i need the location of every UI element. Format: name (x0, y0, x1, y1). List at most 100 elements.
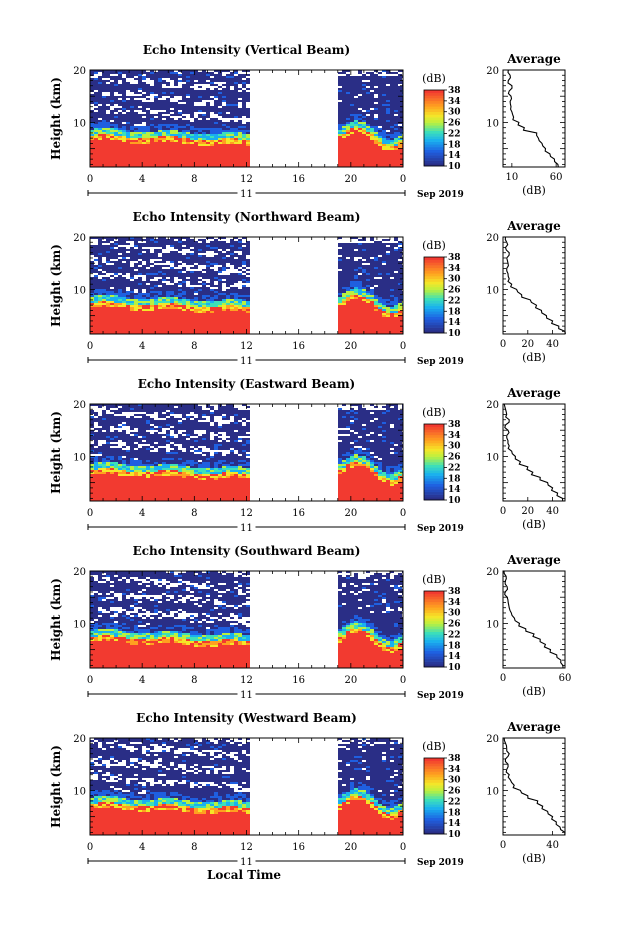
heatmap-cell (218, 162, 222, 164)
heatmap-cell (378, 309, 382, 311)
heatmap-cell (350, 114, 354, 116)
heatmap-cell (342, 321, 346, 323)
heatmap-cell (234, 70, 238, 72)
heatmap-cell (158, 291, 162, 293)
heatmap-cell (190, 88, 194, 90)
heatmap-cell (202, 239, 206, 241)
heatmap-cell (178, 128, 182, 130)
heatmap-cell (118, 293, 122, 295)
heatmap-cell (150, 122, 154, 124)
heatmap-cell (238, 249, 242, 251)
heatmap-cell (378, 154, 382, 156)
heatmap-cell (146, 323, 150, 325)
heatmap-cell (210, 120, 214, 122)
heatmap-cell (198, 261, 202, 263)
heatmap-cell (174, 241, 178, 243)
heatmap-cell (170, 253, 174, 255)
heatmap-cell (90, 110, 94, 112)
heatmap-cell (246, 146, 250, 148)
heatmap-cell (214, 160, 218, 162)
heatmap-cell (126, 265, 130, 267)
heatmap-cell (138, 72, 142, 74)
heatmap-cell (358, 317, 362, 319)
heatmap-cell (118, 70, 122, 72)
heatmap-cell (238, 273, 242, 275)
heatmap-cell (110, 309, 114, 311)
heatmap-cell (218, 94, 222, 96)
heatmap-cell (174, 329, 178, 331)
heatmap-cell (206, 273, 210, 275)
heatmap-cell (94, 295, 98, 297)
heatmap-cell (110, 275, 114, 277)
heatmap-cell (358, 98, 362, 100)
heatmap-cell (370, 291, 374, 293)
heatmap-cell (166, 110, 170, 112)
heatmap-cell (186, 307, 190, 309)
heatmap-cell (130, 152, 134, 154)
heatmap-cell (126, 134, 130, 136)
heatmap-cell (90, 329, 94, 331)
heatmap-cell (366, 100, 370, 102)
heatmap-cell (190, 253, 194, 255)
heatmap-cell (142, 146, 146, 148)
heatmap-cell (210, 327, 214, 329)
heatmap-cell (178, 257, 182, 259)
heatmap-cell (238, 247, 242, 249)
heatmap-cell (210, 303, 214, 305)
heatmap-cell (154, 142, 158, 144)
heatmap-cell (114, 251, 118, 253)
heatmap-cell (98, 305, 102, 307)
heatmap-cell (210, 80, 214, 82)
heatmap-cell (358, 313, 362, 315)
heatmap-cell (398, 102, 402, 104)
heatmap-cell (166, 255, 170, 257)
heatmap-cell (394, 100, 398, 102)
heatmap-cell (218, 307, 222, 309)
heatmap-cell (206, 138, 210, 140)
heatmap-cell (138, 249, 142, 251)
heatmap-cell (182, 241, 186, 243)
heatmap-cell (238, 158, 242, 160)
heatmap-cell (186, 98, 190, 100)
heatmap-cell (350, 148, 354, 150)
heatmap-cell (382, 112, 386, 114)
heatmap-cell (106, 162, 110, 164)
heatmap-cell (114, 263, 118, 265)
heatmap-cell (338, 275, 342, 277)
heatmap-cell (214, 329, 218, 331)
heatmap-cell (342, 247, 346, 249)
heatmap-cell (354, 154, 358, 156)
heatmap-cell (102, 152, 106, 154)
heatmap-cell (110, 325, 114, 327)
heatmap-cell (154, 329, 158, 331)
heatmap-cell (134, 132, 138, 134)
heatmap-cell (90, 70, 94, 72)
heatmap-cell (194, 94, 198, 96)
heatmap-cell (178, 140, 182, 142)
heatmap-cell (234, 108, 238, 110)
heatmap-cell (166, 134, 170, 136)
heatmap-cell (150, 104, 154, 106)
heatmap-cell (230, 259, 234, 261)
heatmap-cell (214, 239, 218, 241)
heatmap-cell (158, 94, 162, 96)
heatmap-cell (226, 114, 230, 116)
heatmap-cell (222, 100, 226, 102)
x-tick-label: 0 (87, 174, 93, 185)
heatmap-cell (94, 142, 98, 144)
heatmap-cell (158, 96, 162, 98)
heatmap-cell (234, 164, 238, 166)
heatmap-cell (238, 305, 242, 307)
heatmap-cell (130, 247, 134, 249)
heatmap-cell (186, 126, 190, 128)
heatmap-cell (206, 106, 210, 108)
heatmap-cell (206, 283, 210, 285)
heatmap-cell (186, 237, 190, 239)
heatmap-cell (386, 253, 390, 255)
heatmap-cell (118, 325, 122, 327)
heatmap-cell (202, 319, 206, 321)
heatmap-cell (226, 150, 230, 152)
heatmap-cell (198, 247, 202, 249)
heatmap-cell (370, 275, 374, 277)
heatmap-cell (130, 142, 134, 144)
